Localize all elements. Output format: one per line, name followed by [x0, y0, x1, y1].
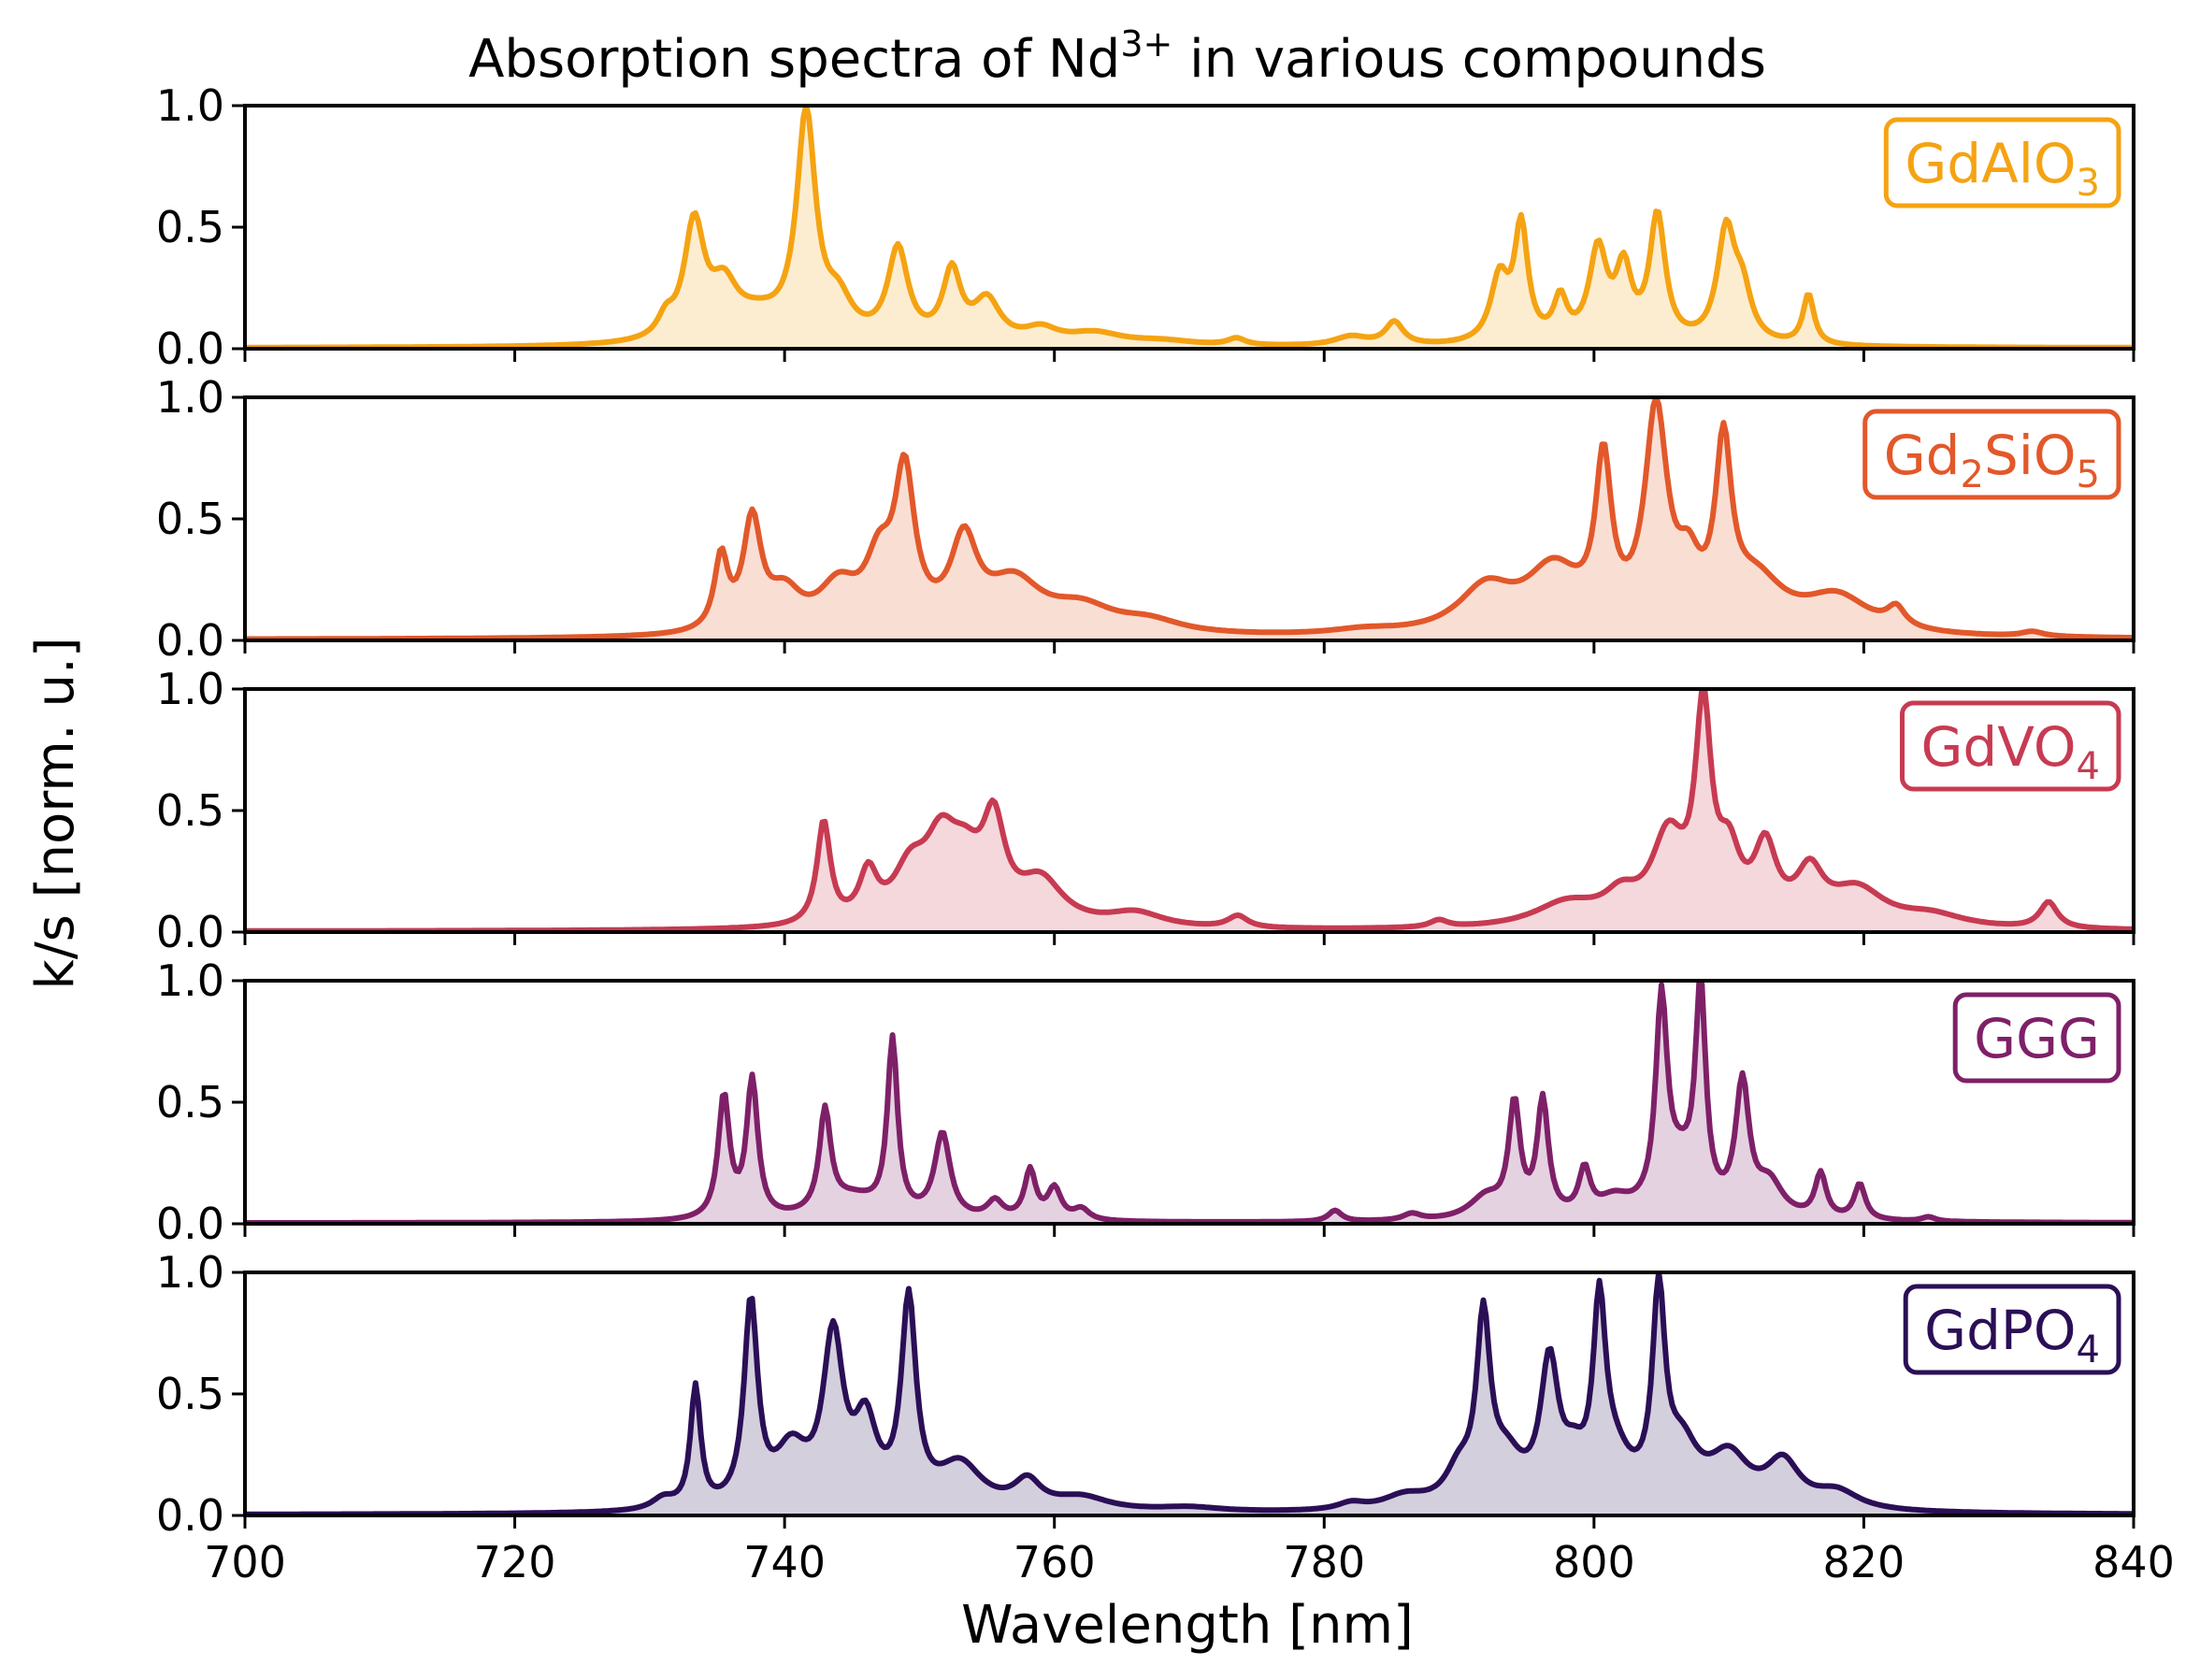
legend-box — [1883, 117, 2121, 208]
y-tick-label: 1.0 — [156, 1247, 224, 1298]
y-tick-label: 1.0 — [156, 955, 224, 1006]
panel-frame — [243, 979, 2135, 1226]
y-axis-label: k/s [norm. u.] — [25, 637, 86, 989]
legend-box — [1952, 992, 2121, 1084]
x-tick-label: 780 — [1283, 1537, 1365, 1587]
x-tick-label: 700 — [204, 1537, 286, 1587]
y-tick-label: 0.5 — [156, 1369, 224, 1419]
title-main: Absorption spectra of Nd — [468, 29, 1120, 90]
legend-box — [1862, 409, 2121, 500]
x-tick-label: 720 — [474, 1537, 556, 1587]
y-tick-label: 1.0 — [156, 80, 224, 131]
x-tick-label: 800 — [1553, 1537, 1635, 1587]
legend-label: Gd2SiO5 — [1884, 424, 2100, 496]
title-suffix: in various compounds — [1172, 29, 1766, 90]
panel-Gd2SiO5: 0.0 0.5 1.0 Gd2SiO5 — [156, 372, 2135, 666]
panel-GdVO4: 0.0 0.5 1.0 GdVO4 — [156, 664, 2135, 957]
y-tick-label: 0.5 — [156, 494, 224, 544]
legend-badge-Gd2SiO5: Gd2SiO5 — [1862, 409, 2121, 500]
title-superscript: 3+ — [1120, 23, 1172, 65]
x-tick-label: 740 — [743, 1537, 826, 1587]
legend-badge-GdVO4: GdVO4 — [1900, 700, 2121, 792]
legend-badge-GdPO4: GdPO4 — [1903, 1284, 2121, 1375]
x-tick-label: 820 — [1823, 1537, 1905, 1587]
legend-box — [1903, 1284, 2121, 1375]
y-tick-label: 1.0 — [156, 664, 224, 714]
x-tick-label: 840 — [2092, 1537, 2175, 1587]
legend-label: GdAlO3 — [1905, 132, 2100, 205]
y-tick-label: 0.5 — [156, 1077, 224, 1127]
y-tick-label: 0.0 — [156, 615, 224, 666]
legend-box — [1900, 700, 2121, 792]
y-tick-label: 0.5 — [156, 202, 224, 252]
y-tick-label: 1.0 — [156, 372, 224, 423]
legend-badge-GdAlO3: GdAlO3 — [1883, 117, 2121, 208]
spectrum-line — [245, 981, 2134, 1224]
y-tick-label: 0.0 — [156, 1490, 224, 1541]
spectrum-line — [245, 397, 2134, 640]
x-axis-label: Wavelength [nm] — [961, 1595, 1414, 1656]
y-tick-label: 0.0 — [156, 323, 224, 374]
spectrum-fill — [245, 106, 2134, 349]
panel-GdPO4: 0.0 0.5 1.0 GdPO4 — [156, 1247, 2135, 1541]
legend-label: GGG — [1974, 1007, 2100, 1070]
spectrum-line — [245, 106, 2134, 349]
panel-frame — [243, 104, 2135, 351]
spectrum-fill — [245, 397, 2134, 640]
x-tick-label: 760 — [1014, 1537, 1096, 1587]
legend-label: GdPO4 — [1924, 1299, 2100, 1371]
legend-label: GdVO4 — [1920, 715, 2100, 788]
spectrum-line — [245, 1272, 2134, 1515]
spectrum-fill — [245, 981, 2134, 1224]
spectrum-fill — [245, 1272, 2134, 1515]
legend-badge-GGG: GGG — [1952, 992, 2121, 1084]
panel-frame — [243, 1271, 2135, 1517]
y-tick-label: 0.5 — [156, 785, 224, 836]
y-tick-label: 0.0 — [156, 907, 224, 957]
panel-GGG: 0.0 0.5 1.0 GGG — [156, 955, 2135, 1249]
y-tick-label: 0.0 — [156, 1199, 224, 1249]
panel-GdAlO3: 0.0 0.5 1.0 GdAlO3 — [156, 80, 2135, 374]
chart-title: Absorption spectra of Nd3+ in various co… — [468, 23, 1766, 90]
spectrum-fill — [245, 689, 2134, 932]
